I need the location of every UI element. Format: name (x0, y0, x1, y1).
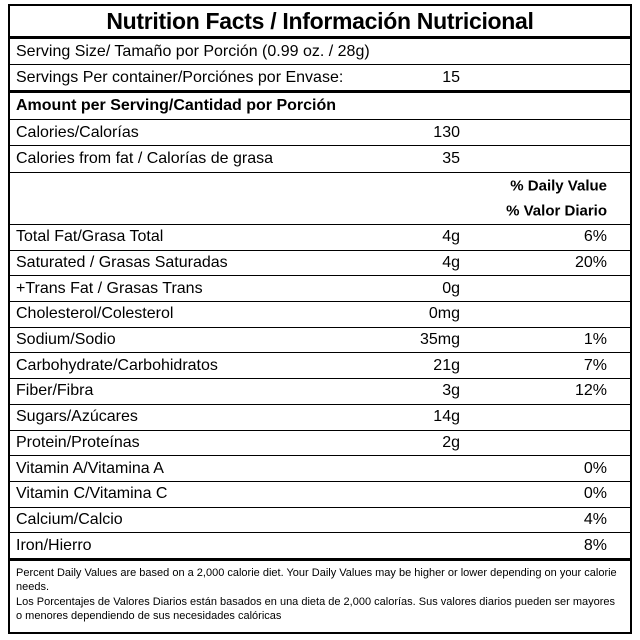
nutrient-row: Iron/Hierro 8% (10, 533, 630, 561)
nutrient-row: Calcium/Calcio 4% (10, 508, 630, 534)
fat-calories-label: Calories from fat / Calorías de grasa (16, 150, 273, 167)
footnote-text: Percent Daily Values are based on a 2,00… (16, 566, 617, 594)
nutrient-row: Vitamin C/Vitamina C 0% (10, 482, 630, 508)
nutrient-row: Total Fat/Grasa Total 4g 6% (10, 225, 630, 251)
nutrient-dv: 20% (574, 254, 607, 272)
nutrient-name: Protein/Proteínas (16, 433, 140, 451)
nutrient-row: Saturated / Grasas Saturadas 4g 20% (10, 251, 630, 277)
row: Servings Per container/Porciónes por Env… (10, 65, 630, 93)
nutrient-amount: 21g (433, 356, 460, 374)
nutrient-row: +Trans Fat / Grasas Trans 0g (10, 276, 630, 303)
nutrient-amount: 0mg (428, 305, 460, 323)
servings-label: Servings Per container/Porciónes por Env… (16, 68, 344, 86)
nutrient-dv: 12% (574, 382, 607, 400)
nutrient-dv: 7% (583, 356, 607, 374)
nutrient-name: Sodium/Sodio (16, 331, 116, 349)
nutrient-row: Sodium/Sodio 35mg 1% (10, 328, 630, 354)
nutrient-name: Vitamin A/Vitamina A (16, 459, 164, 477)
row: % Daily Value % Valor Diario (10, 173, 630, 225)
nutrient-amount: 2g (442, 433, 460, 451)
nutrient-amount: 14g (433, 408, 460, 426)
nutrient-name: Vitamin C/Vitamina C (16, 485, 168, 503)
nutrient-row: Cholesterol/Colesterol 0mg (10, 302, 630, 328)
nutrient-dv: 8% (583, 536, 607, 554)
nutrient-dv: 4% (583, 510, 607, 528)
nutrient-name: Carbohydrate/Carbohidratos (16, 356, 218, 374)
dv-header: % Daily Value (510, 177, 607, 195)
calories-value: 130 (433, 123, 460, 141)
nutrient-name: Saturated / Grasas Saturadas (16, 254, 228, 272)
nutrient-name: Total Fat/Grasa Total (16, 228, 164, 246)
nutrient-dv: 6% (583, 228, 607, 246)
nutrient-row: Sugars/Azúcares 14g (10, 405, 630, 431)
nutrient-name: Iron/Hierro (16, 536, 92, 554)
nutrient-row: Protein/Proteínas 2g (10, 431, 630, 457)
serving-size: Serving Size/ Tamaño por Porción (0.99 o… (16, 42, 370, 60)
nutrient-amount: 4g (442, 228, 460, 246)
row: Serving Size/ Tamaño por Porción (0.99 o… (10, 39, 630, 65)
row: Amount per Serving/Cantidad por Porción (10, 93, 630, 120)
nutrient-name: Fiber/Fibra (16, 382, 94, 400)
dv-header: % Valor Diario (506, 202, 607, 220)
nutrient-name: Sugars/Azúcares (16, 408, 138, 426)
nutrient-name: Calcium/Calcio (16, 510, 123, 528)
nutrient-row: Fiber/Fibra 3g 12% (10, 379, 630, 405)
amount-header: Amount per Serving/Cantidad por Porción (16, 97, 337, 114)
calories-label: Calories/Calorías (16, 123, 139, 141)
nutrient-amount: 3g (442, 382, 460, 400)
nutrient-dv: 1% (583, 331, 607, 349)
nutrient-dv: 0% (583, 485, 607, 503)
nutrient-name: Cholesterol/Colesterol (16, 305, 174, 323)
row: Calories from fat / Calorías de grasa 35 (10, 146, 630, 173)
nutrient-name: +Trans Fat / Grasas Trans (16, 279, 203, 297)
nutrient-amount: 4g (442, 254, 460, 272)
footnote: Percent Daily Values are based on a 2,00… (10, 561, 630, 629)
row: Calories/Calorías 130 (10, 120, 630, 146)
servings-value: 15 (442, 68, 460, 86)
nutrient-row: Carbohydrate/Carbohidratos 21g 7% (10, 353, 630, 380)
nutrition-label: Nutrition Facts / Información Nutriciona… (8, 4, 632, 634)
fat-calories-value: 35 (442, 150, 460, 167)
nutrient-amount: 0g (442, 279, 460, 297)
nutrient-row: Vitamin A/Vitamina A 0% (10, 456, 630, 482)
nutrient-dv: 0% (583, 459, 607, 477)
footnote-text: Los Porcentajes de Valores Diarios están… (16, 595, 616, 623)
title: Nutrition Facts / Información Nutriciona… (10, 6, 630, 39)
nutrient-amount: 35mg (419, 331, 460, 349)
